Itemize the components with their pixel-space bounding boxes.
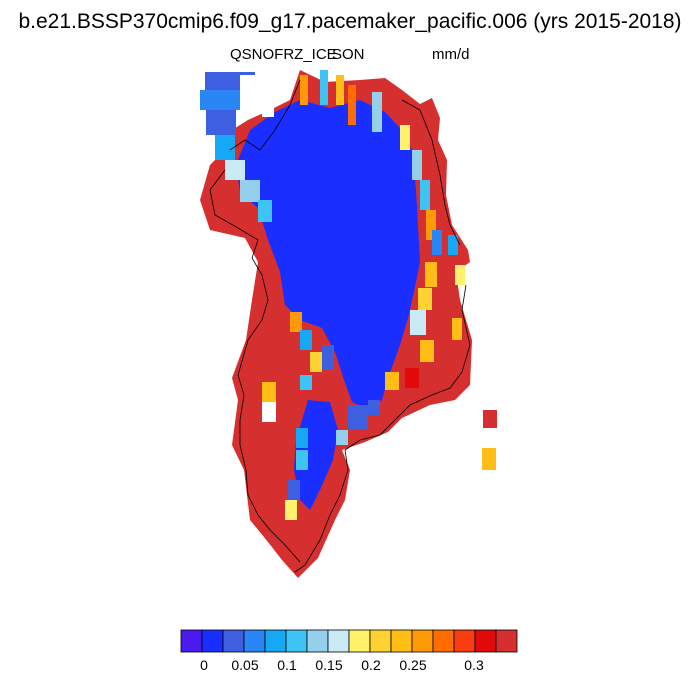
interior-ice-region (236, 100, 420, 410)
colorbar-cell (390, 629, 413, 653)
colorbar-cell (369, 629, 392, 653)
season-label: SON (332, 46, 365, 63)
colorbar-cell (243, 629, 266, 653)
colorbar-tick-label: 0.15 (315, 657, 342, 673)
coastline (209, 79, 471, 573)
colorbar-cell (453, 629, 476, 653)
colorbar-cell (495, 629, 518, 653)
greenland-map (200, 70, 497, 578)
colorbar-cell (327, 629, 350, 653)
margin-cells (200, 70, 465, 520)
colorbar-tick-label: 0.1 (277, 657, 297, 673)
colorbar-tick-label: 0.05 (231, 657, 258, 673)
southern-blue-tongue (294, 400, 338, 510)
colorbar-tick-label: 0 (200, 657, 208, 673)
colorbar-cell (348, 629, 371, 653)
colorbar-cell (411, 629, 434, 653)
units-label: mm/d (432, 46, 470, 63)
colorbar-cell (264, 629, 287, 653)
colorbar-cell (201, 629, 224, 653)
colorbar-tick-label: 0.2 (361, 657, 381, 673)
plot-title: b.e21.BSSP370cmip6.f09_g17.pacemaker_pac… (18, 10, 682, 33)
colorbar-tick-label: 0.3 (464, 657, 484, 673)
colorbar-cell (432, 629, 455, 653)
variable-label: QSNOFRZ_ICE (230, 46, 337, 63)
colorbar-cell (306, 629, 329, 653)
colorbar-cell (474, 629, 497, 653)
island (479, 410, 497, 470)
colorbar-tick-label: 0.25 (399, 657, 426, 673)
colorbar-cell (285, 629, 308, 653)
colorbar-cell (180, 629, 203, 653)
colorbar-cell (222, 629, 245, 653)
